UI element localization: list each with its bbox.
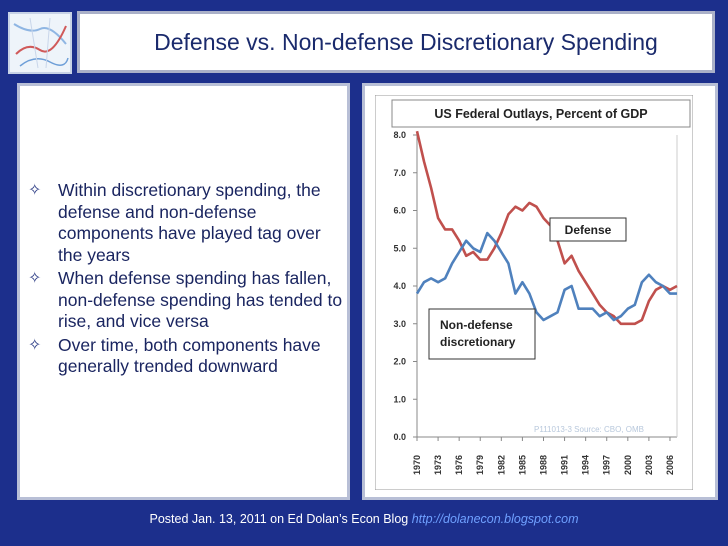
- y-tick-label: 5.0: [393, 243, 406, 253]
- bullet-item: ✧ Within discretionary spending, the defe…: [24, 180, 346, 266]
- diamond-bullet-icon: ✧: [28, 270, 42, 287]
- source-note: P111013-3 Source: CBO, OMB: [534, 425, 644, 434]
- slide-title: Defense vs. Non-defense Discretionary Sp…: [154, 28, 658, 55]
- blog-logo: [8, 12, 72, 74]
- bullet-item: ✧ When defense spending has fallen, non-d…: [24, 268, 346, 333]
- y-tick-label: 4.0: [393, 281, 406, 291]
- x-tick-label: 2006: [665, 455, 675, 475]
- nondefense-label-line2: discretionary: [440, 335, 516, 349]
- x-tick-label: 1979: [475, 455, 485, 475]
- bullet-list: ✧ Within discretionary spending, the defe…: [24, 180, 346, 380]
- diamond-bullet-icon: ✧: [28, 336, 42, 354]
- nondefense-label-line1: Non-defense: [440, 318, 513, 332]
- x-tick-label: 1976: [454, 455, 464, 475]
- series-line-defense: [415, 130, 678, 326]
- title-box: Defense vs. Non-defense Discretionary Sp…: [77, 11, 715, 73]
- y-tick-label: 1.0: [393, 394, 406, 404]
- y-tick-label: 8.0: [393, 130, 406, 140]
- bullet-panel: ✧ Within discretionary spending, the defe…: [17, 83, 350, 500]
- defense-label: Defense: [565, 223, 612, 237]
- x-tick-label: 1997: [602, 455, 612, 475]
- y-tick-label: 3.0: [393, 319, 406, 329]
- blog-link[interactable]: http://dolanecon.blogspot.com: [411, 512, 579, 526]
- bullet-text: Within discretionary spending, the defen…: [58, 180, 321, 265]
- bullet-text: When defense spending has fallen, non-de…: [58, 268, 343, 331]
- y-tick-label: 7.0: [393, 168, 406, 178]
- x-tick-label: 1991: [560, 455, 570, 475]
- diamond-bullet-icon: ✧: [28, 182, 42, 199]
- nondefense-label-box: [428, 308, 536, 360]
- y-tick-label: 2.0: [393, 357, 406, 367]
- outlays-chart: US Federal Outlays, Percent of GDP 0.0 1.0…: [375, 95, 693, 490]
- x-tick-label: 1973: [433, 455, 443, 475]
- defense-label-box: [549, 217, 627, 242]
- x-tick-label: 1994: [581, 455, 591, 475]
- x-tick-label: 2000: [623, 455, 633, 475]
- bullet-item: ✧ Over time, both components have general…: [24, 335, 346, 378]
- footer: Posted Jan. 13, 2011 on Ed Dolan’s Econ …: [0, 512, 728, 526]
- y-tick-label: 0.0: [393, 432, 406, 442]
- chart-title: US Federal Outlays, Percent of GDP: [434, 107, 647, 121]
- x-tick-label: 1985: [517, 455, 527, 475]
- x-tick-label: 1988: [538, 455, 548, 475]
- x-tick-label: 1970: [412, 455, 422, 475]
- logo-graphic: [13, 17, 69, 69]
- x-tick-label: 1982: [496, 455, 506, 475]
- series-line-non-defense-discretionary: [415, 231, 677, 322]
- x-tick-label: 2003: [644, 455, 654, 475]
- y-tick-label: 6.0: [393, 206, 406, 216]
- bullet-text: Over time, both components have generall…: [58, 334, 321, 377]
- footer-text: Posted Jan. 13, 2011 on Ed Dolan’s Econ …: [149, 512, 409, 526]
- chart-title-box: [391, 99, 691, 128]
